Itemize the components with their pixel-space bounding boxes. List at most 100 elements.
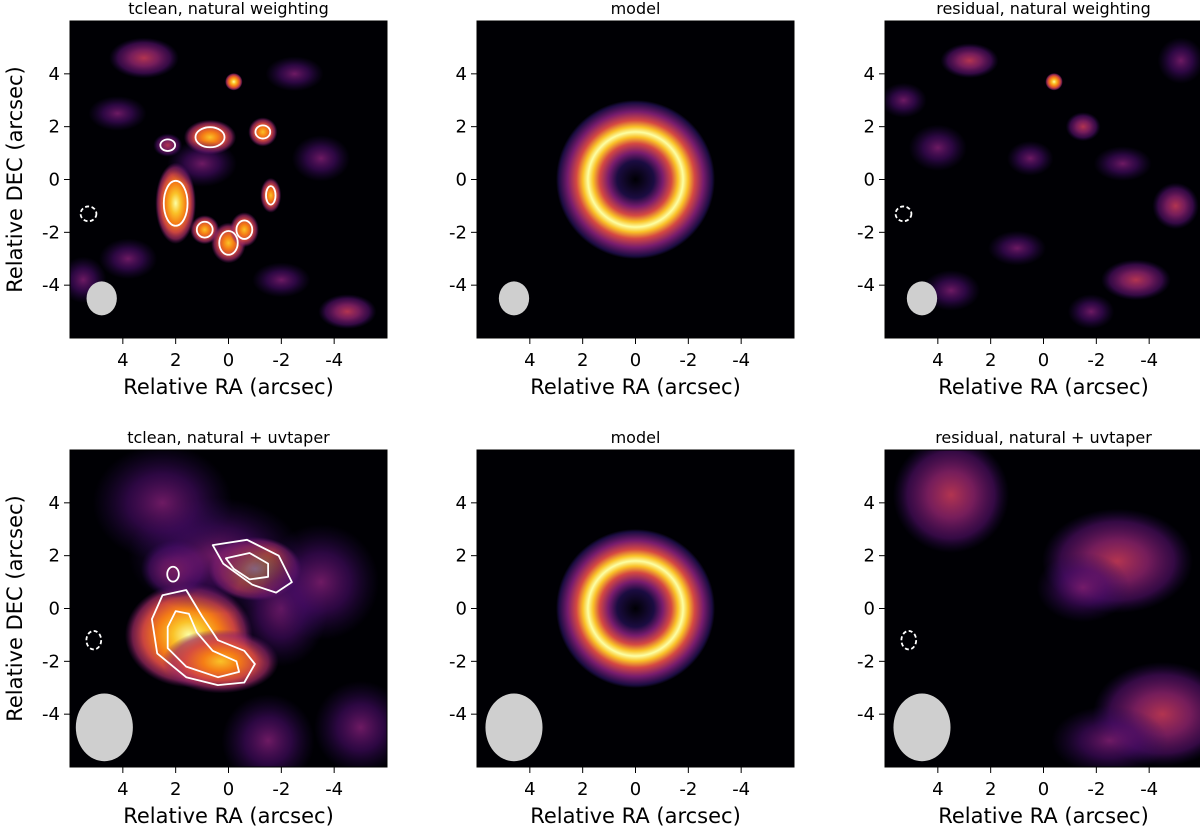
x-axis-label: Relative RA (arcsec) bbox=[530, 804, 741, 828]
x-tick-label: 2 bbox=[577, 350, 588, 371]
x-axis-label: Relative RA (arcsec) bbox=[123, 375, 334, 399]
contour bbox=[211, 538, 293, 594]
contour bbox=[166, 565, 180, 583]
image-content bbox=[892, 450, 1200, 767]
x-axis-label: Relative RA (arcsec) bbox=[938, 804, 1149, 828]
emission-blob bbox=[940, 43, 999, 79]
y-tick-label: 4 bbox=[456, 493, 467, 514]
x-tick-label: 4 bbox=[117, 350, 128, 371]
emission-blob bbox=[1007, 140, 1054, 176]
y-tick-label: 4 bbox=[49, 64, 60, 85]
emission-blob bbox=[314, 680, 387, 767]
y-axis-label: Relative DEC (arcsec) bbox=[3, 495, 27, 722]
axes-frame bbox=[476, 449, 795, 768]
emission-blob bbox=[1036, 552, 1130, 623]
y-tick-label: 4 bbox=[864, 493, 875, 514]
emission-blob bbox=[1152, 182, 1199, 230]
y-tick-label: 2 bbox=[864, 117, 875, 138]
contour bbox=[218, 230, 239, 256]
emission-blob bbox=[892, 450, 1010, 554]
emission-blob bbox=[99, 238, 158, 280]
contour bbox=[162, 179, 189, 227]
y-tick-label: -2 bbox=[42, 222, 60, 243]
x-tick-label: -2 bbox=[272, 350, 290, 371]
contour bbox=[195, 220, 214, 239]
x-tick-label: 2 bbox=[170, 350, 181, 371]
y-tick-label: -2 bbox=[857, 651, 875, 672]
y-tick-label: 4 bbox=[456, 64, 467, 85]
panel-3: 4 2 0 -2 -4 -4 -2 0 2 4 residual, natural weightin… bbox=[857, 0, 1200, 399]
axes-frame bbox=[884, 20, 1200, 339]
x-tick-label: 0 bbox=[1038, 779, 1049, 800]
y-tick-label: -2 bbox=[42, 651, 60, 672]
negative-contour bbox=[900, 630, 918, 651]
negative-contour bbox=[79, 205, 98, 223]
x-tick-label: -4 bbox=[325, 350, 343, 371]
contour bbox=[151, 589, 256, 686]
x-tick-label: 2 bbox=[170, 779, 181, 800]
emission-blob bbox=[1067, 294, 1115, 330]
x-tick-label: 4 bbox=[117, 779, 128, 800]
x-tick-label: 0 bbox=[630, 779, 641, 800]
emission-blob bbox=[988, 230, 1047, 266]
x-tick-label: 4 bbox=[524, 779, 535, 800]
y-tick-label: 2 bbox=[456, 546, 467, 567]
emission-blob bbox=[291, 135, 351, 182]
beam-ellipse bbox=[75, 693, 133, 762]
negative-contour bbox=[85, 630, 103, 651]
contour bbox=[225, 552, 269, 581]
y-tick-label: -2 bbox=[449, 222, 467, 243]
image-content bbox=[485, 528, 716, 762]
contour bbox=[254, 124, 272, 140]
beam-ellipse bbox=[906, 281, 938, 316]
emission-blob bbox=[221, 694, 315, 767]
panel-1: 4 2 0 -2 -4 -4 -2 0 2 4 tclean, natural weighting R… bbox=[3, 0, 388, 399]
y-tick-label: -4 bbox=[449, 275, 467, 296]
emission-blob bbox=[908, 124, 967, 172]
panel-4: 4 2 0 -2 -4 -4 -2 0 2 4 tclean, natural + uvtaper R… bbox=[3, 428, 388, 828]
panel-6: 4 2 0 -2 -4 -4 -2 0 2 4 residual, natural + uvtape… bbox=[857, 428, 1200, 828]
image-content bbox=[70, 37, 377, 330]
x-tick-label: 2 bbox=[985, 350, 996, 371]
emission-blob bbox=[318, 294, 377, 330]
x-tick-label: -2 bbox=[272, 779, 290, 800]
panel-2: 4 2 0 -2 -4 -4 -2 0 2 4 model Relative RA (arcsec) bbox=[449, 0, 795, 399]
axes-frame bbox=[69, 20, 388, 339]
axes-frame bbox=[884, 449, 1200, 768]
emission-blob bbox=[167, 140, 237, 187]
y-tick-label: -2 bbox=[857, 222, 875, 243]
x-tick-label: 4 bbox=[932, 779, 943, 800]
y-tick-label: 2 bbox=[49, 117, 60, 138]
emission-blob bbox=[1093, 146, 1152, 182]
x-tick-label: -4 bbox=[732, 779, 750, 800]
y-tick-label: 2 bbox=[864, 546, 875, 567]
contour bbox=[166, 610, 240, 679]
panel-5: 4 2 0 -2 -4 -4 -2 0 2 4 model Relative RA (arcsec) bbox=[449, 428, 795, 828]
y-tick-label: -4 bbox=[42, 704, 60, 725]
emission-blob bbox=[1101, 259, 1171, 301]
x-tick-label: -2 bbox=[679, 350, 697, 371]
y-tick-label: 4 bbox=[49, 493, 60, 514]
x-tick-label: -2 bbox=[1087, 779, 1105, 800]
negative-contour bbox=[894, 205, 913, 223]
contour bbox=[235, 219, 254, 240]
emission-blob bbox=[109, 37, 179, 79]
emission-blob bbox=[229, 212, 259, 248]
image-content bbox=[885, 37, 1200, 330]
emission-blob bbox=[260, 177, 282, 213]
x-tick-label: 0 bbox=[223, 350, 234, 371]
y-tick-label: -4 bbox=[857, 275, 875, 296]
y-tick-label: 2 bbox=[49, 546, 60, 567]
x-tick-label: 0 bbox=[1038, 350, 1049, 371]
x-tick-label: -4 bbox=[325, 779, 343, 800]
emission-blob bbox=[885, 82, 927, 118]
beam-ellipse bbox=[498, 281, 530, 316]
y-tick-label: -2 bbox=[449, 651, 467, 672]
x-tick-label: 0 bbox=[223, 779, 234, 800]
y-axis-label: Relative DEC (arcsec) bbox=[3, 66, 27, 293]
x-tick-label: -4 bbox=[732, 350, 750, 371]
panel-title: model bbox=[611, 428, 661, 447]
panel-title: model bbox=[611, 0, 661, 18]
panel-title: tclean, natural + uvtaper bbox=[127, 428, 330, 447]
emission-blob bbox=[262, 523, 380, 641]
